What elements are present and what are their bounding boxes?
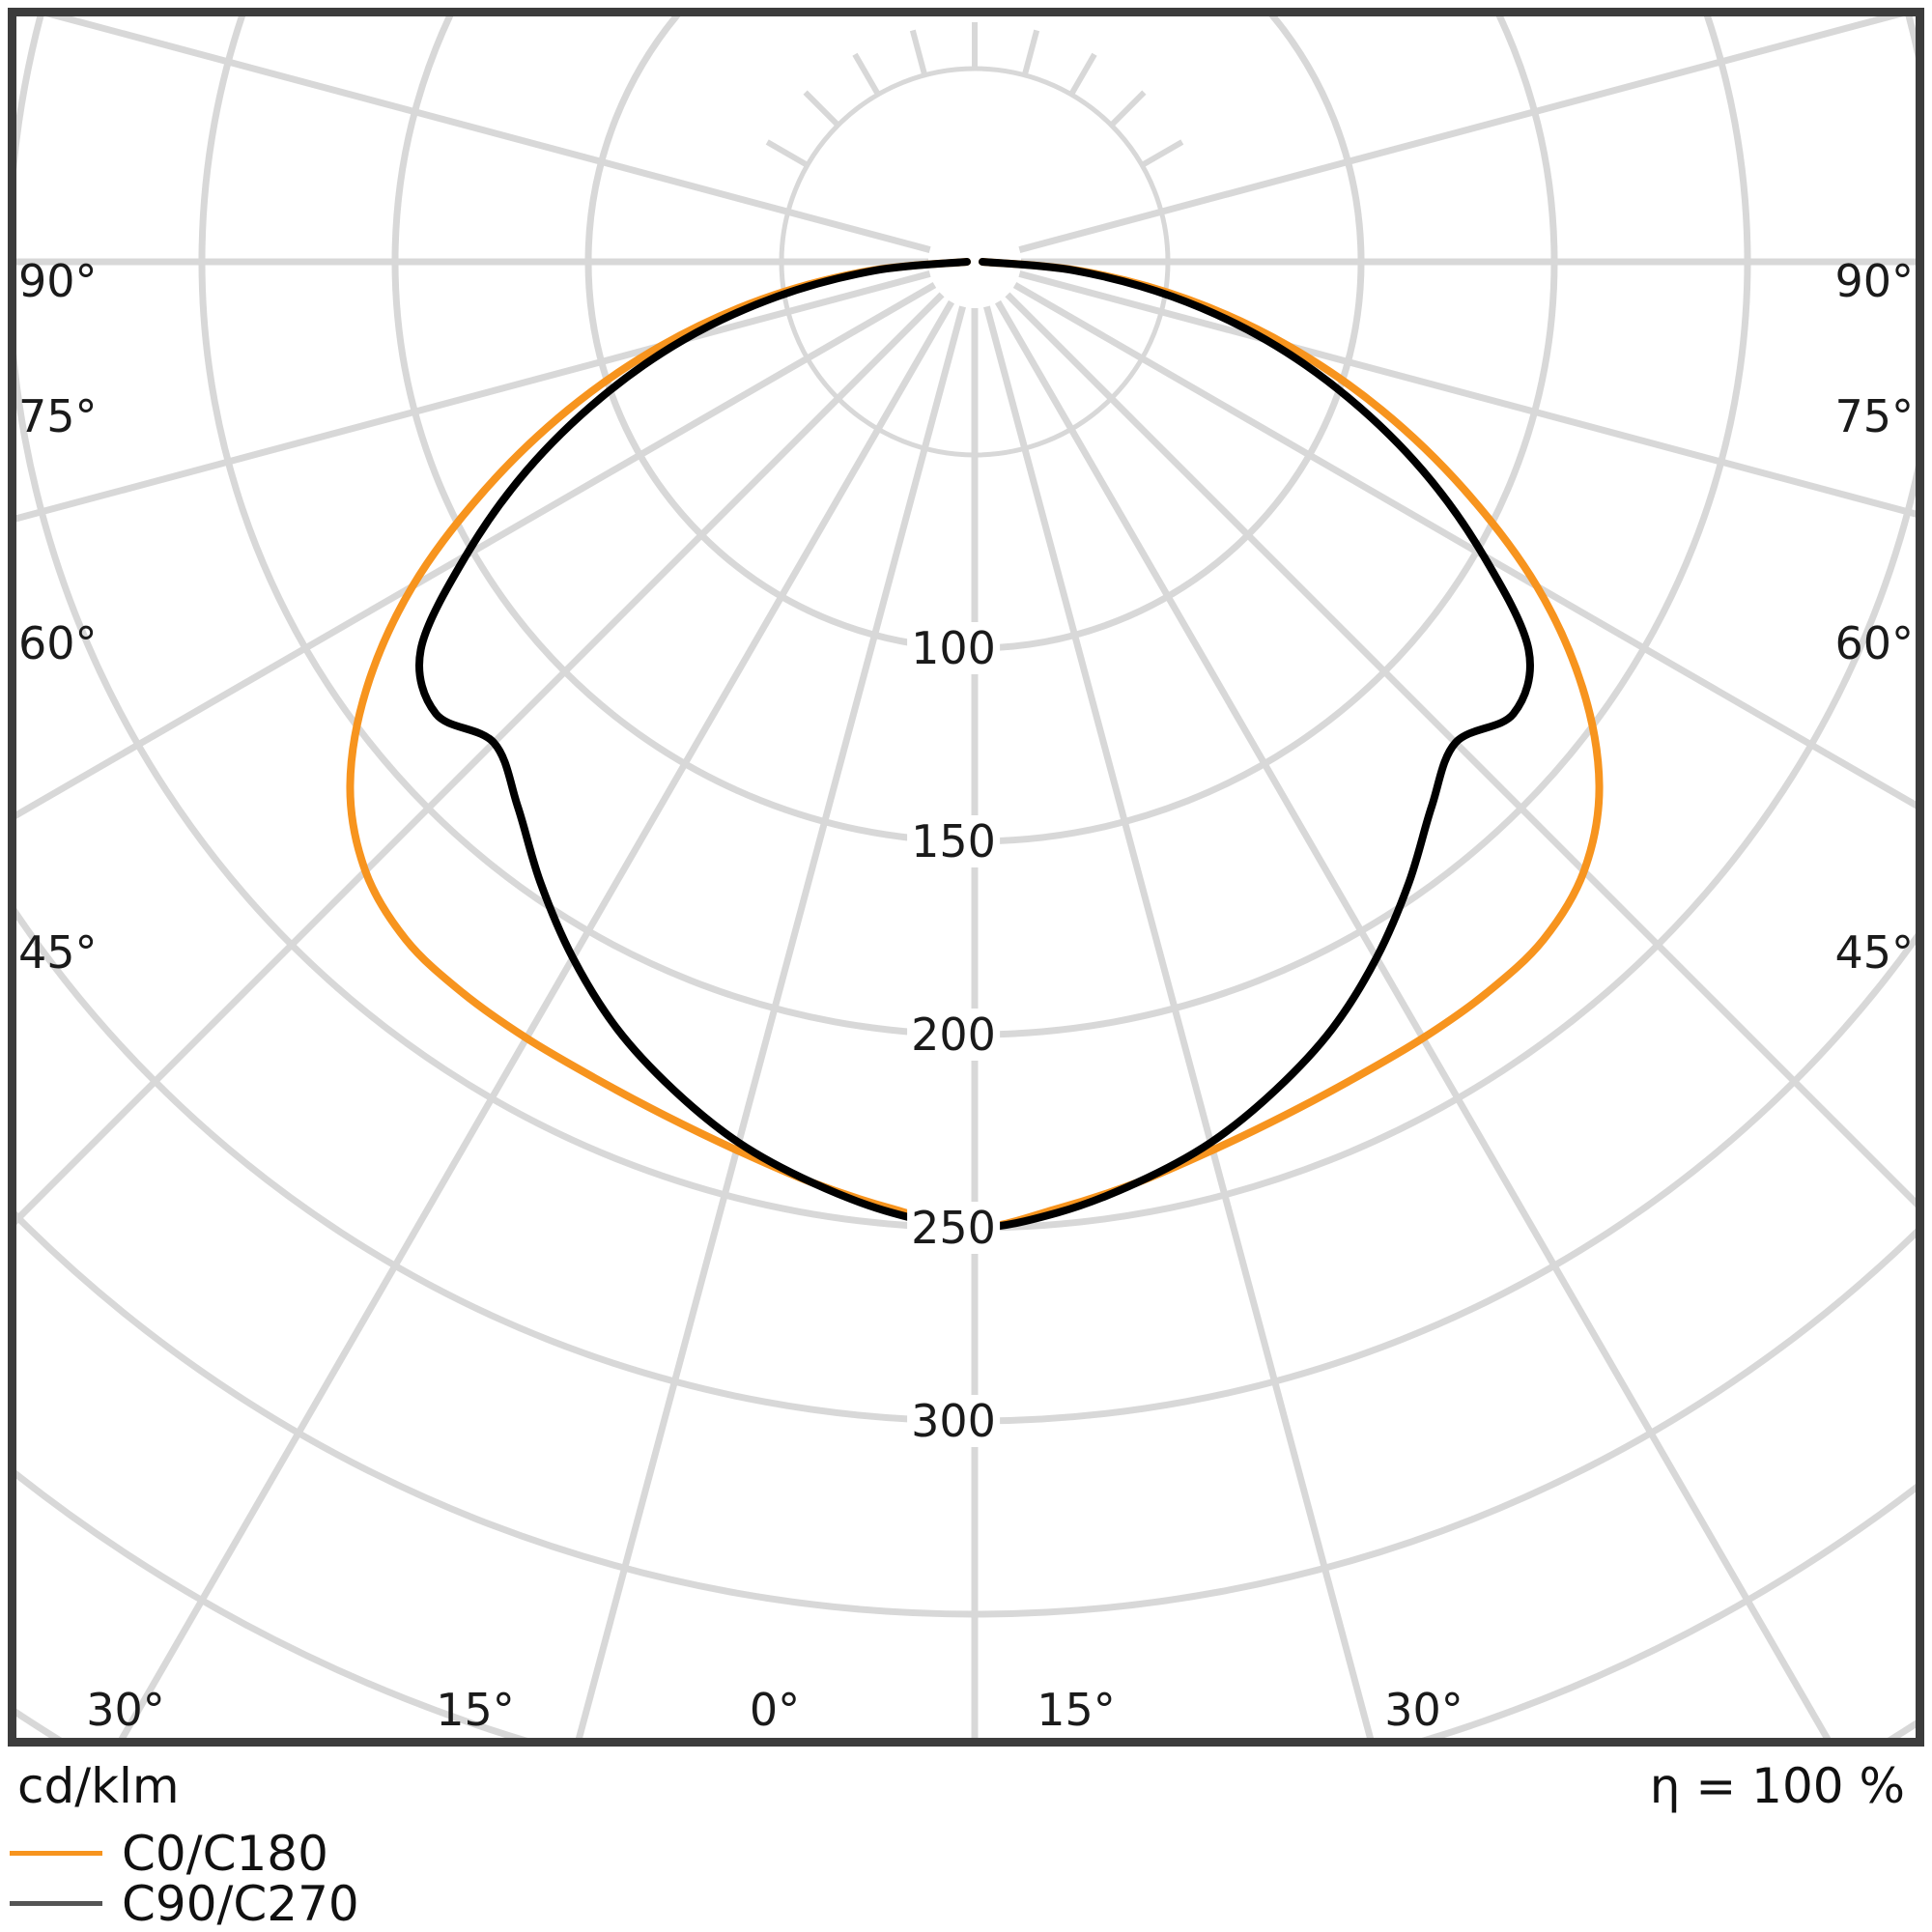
unit-label: cd/klm [17, 1758, 180, 1814]
angle-label-left-90deg: 90° [18, 255, 98, 307]
radial-label-250: 250 [907, 1202, 1000, 1254]
polar-plot-frame: 90° 75° 60° 45° 90° 75° 60° 45° 30° 15° 0° 15° 30° 1… [8, 8, 1924, 1747]
angle-label-bottom-2: 0° [749, 1684, 801, 1736]
radial-label-text: 150 [907, 815, 1000, 867]
angle-label-bottom-0: 30° [86, 1684, 165, 1736]
legend-swatch-c0-c180 [10, 1851, 102, 1856]
angle-label-right-90deg: 90° [1834, 255, 1914, 307]
polar-plot-svg [16, 16, 1916, 1738]
efficiency-label: η = 100 % [1649, 1758, 1905, 1814]
angle-label-left-45deg: 45° [18, 926, 98, 979]
legend-label-c90-c270: C90/C270 [122, 1876, 359, 1932]
legend-swatch-c90-c270 [10, 1901, 102, 1906]
radial-label-200: 200 [907, 1009, 1000, 1061]
chart-footer: cd/klm η = 100 % C0/C180 C90/C270 [0, 1754, 1932, 1932]
angle-label-right-75deg: 75° [1834, 390, 1914, 442]
radial-label-text: 100 [907, 622, 1000, 674]
radial-label-300: 300 [907, 1395, 1000, 1447]
angle-label-right-45deg: 45° [1834, 926, 1914, 979]
radial-label-text: 300 [907, 1395, 1000, 1447]
angle-label-left-60deg: 60° [18, 617, 98, 669]
radial-label-100: 100 [907, 622, 1000, 674]
legend-label-c0-c180: C0/C180 [122, 1826, 328, 1882]
polar-grid [16, 16, 1916, 1738]
radial-label-text: 200 [907, 1009, 1000, 1061]
angle-label-bottom-1: 15° [436, 1684, 515, 1736]
radial-label-text: 250 [907, 1202, 1000, 1254]
angle-label-left-75deg: 75° [18, 390, 98, 442]
angle-label-right-60deg: 60° [1834, 617, 1914, 669]
radial-label-150: 150 [907, 815, 1000, 867]
angle-label-bottom-4: 30° [1384, 1684, 1463, 1736]
angle-label-bottom-3: 15° [1037, 1684, 1116, 1736]
